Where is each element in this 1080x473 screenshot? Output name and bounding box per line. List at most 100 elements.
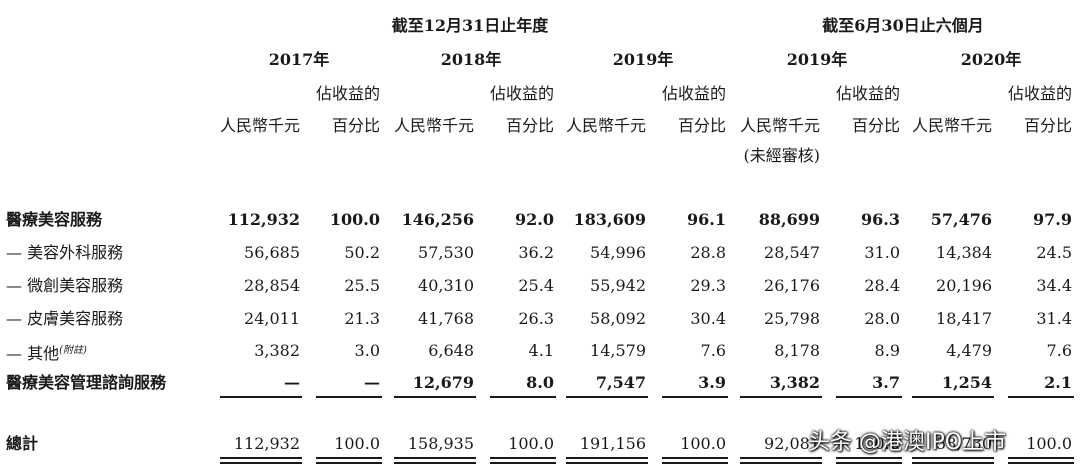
subtotal-underline (740, 396, 822, 398)
cell-value: 7,547 (595, 373, 646, 392)
col-amount-header: 人民幣千元 (565, 116, 646, 135)
subtotal-underline (394, 396, 476, 398)
cell-value: 28,854 (244, 276, 300, 295)
cell-value: 14,579 (590, 341, 646, 360)
total-value: 92,081 (764, 434, 820, 453)
cell-value: 57,476 (930, 210, 992, 229)
subtotal-underline (912, 396, 994, 398)
col-pct-header-line1: 佔收益的 (835, 84, 900, 103)
cell-value: 31.4 (1036, 309, 1072, 328)
cell-value: 36.2 (518, 243, 554, 262)
row-label-minimally-invasive-services: — 微創美容服務 (6, 276, 124, 295)
group-header-six-months: 截至6月30日止六個月 (822, 16, 984, 35)
cell-value: 18,417 (936, 309, 992, 328)
col-pct-header-line1: 佔收益的 (489, 84, 554, 103)
cell-value: 26.3 (518, 309, 554, 328)
col-pct-header-line2: 百分比 (331, 116, 380, 135)
cell-value: 58,092 (590, 309, 646, 328)
cell-value: 183,609 (573, 210, 646, 229)
col-amount-header: 人民幣千元 (911, 116, 992, 135)
row-label-others-text: — 其他 (6, 344, 60, 363)
cell-value: 8.9 (874, 341, 900, 360)
cell-value: 54,996 (590, 243, 646, 262)
total-value: 100.0 (508, 434, 554, 453)
cell-value: 3.0 (354, 341, 380, 360)
watermark: 头条 @港澳IPO上市 (808, 430, 1007, 455)
cell-value: 26,176 (764, 276, 820, 295)
total-value: 100.0 (680, 434, 726, 453)
total-value: 100.0 (854, 434, 900, 453)
cell-value: 3.7 (872, 373, 900, 392)
cell-value: 21.3 (344, 309, 380, 328)
total-double-underline (490, 462, 556, 464)
col-pct-header-line2: 百分比 (1023, 116, 1072, 135)
year-header-2019: 2019年 (612, 50, 674, 69)
cell-value: 28.8 (690, 243, 726, 262)
cell-value: 100.0 (329, 210, 380, 229)
cell-value: 4,479 (946, 341, 992, 360)
total-value: 100.0 (334, 434, 380, 453)
total-double-underline (662, 457, 728, 459)
cell-value: 25,798 (764, 309, 820, 328)
subtotal-underline (662, 396, 728, 398)
cell-value: 97.9 (1033, 210, 1072, 229)
cell-value: 56,685 (244, 243, 300, 262)
cell-value: 7.6 (700, 341, 726, 360)
total-value: 158,935 (407, 434, 474, 453)
total-double-underline (740, 457, 822, 459)
cell-value: 96.3 (861, 210, 900, 229)
total-double-underline (316, 462, 382, 464)
total-double-underline (490, 457, 556, 459)
subtotal-underline (566, 396, 648, 398)
cell-value: 3,382 (254, 341, 300, 360)
total-double-underline (836, 462, 902, 464)
subtotal-underline (316, 396, 382, 398)
col-pct-header-line2: 百分比 (505, 116, 554, 135)
total-value: 191,156 (579, 434, 646, 453)
subtotal-underline (490, 396, 556, 398)
cell-value: 31.0 (864, 243, 900, 262)
col-pct-header-line1: 佔收益的 (315, 84, 380, 103)
col-amount-header: 人民幣千元 (393, 116, 474, 135)
subtotal-underline (220, 396, 302, 398)
unaudited-note: (未經審核) (743, 146, 821, 165)
total-double-underline (1008, 462, 1074, 464)
cell-value: 6,648 (428, 341, 474, 360)
cell-value: 28.4 (864, 276, 900, 295)
cell-value: 14,384 (936, 243, 992, 262)
total-value: 100.0 (1026, 434, 1072, 453)
cell-value: 8.0 (526, 373, 554, 392)
row-label-skin-services: — 皮膚美容服務 (6, 309, 124, 328)
col-pct-header-line1: 佔收益的 (661, 84, 726, 103)
cell-value: 96.1 (687, 210, 726, 229)
cell-value: 3,382 (769, 373, 820, 392)
row-label-medical-aesthetic-services: 醫療美容服務 (6, 210, 103, 229)
total-double-underline (912, 462, 994, 464)
cell-value: 50.2 (344, 243, 380, 262)
col-pct-header-line2: 百分比 (677, 116, 726, 135)
cell-value: 88,699 (758, 210, 820, 229)
cell-value: 2.1 (1044, 373, 1072, 392)
cell-value: 7.6 (1046, 341, 1072, 360)
total-double-underline (316, 457, 382, 459)
total-double-underline (566, 457, 648, 459)
row-label-management-consulting: 醫療美容管理諮詢服務 (6, 373, 167, 392)
col-pct-header-line2: 百分比 (851, 116, 900, 135)
total-double-underline (220, 457, 302, 459)
cell-value-dash: — (364, 373, 380, 392)
cell-value: 28,547 (764, 243, 820, 262)
subtotal-underline (1008, 396, 1074, 398)
cell-value: 34.4 (1036, 276, 1072, 295)
col-pct-header-line1: 佔收益的 (1007, 84, 1072, 103)
col-amount-header: 人民幣千元 (739, 116, 820, 135)
cell-value: 25.5 (344, 276, 380, 295)
total-double-underline (740, 462, 822, 464)
year-header-2017: 2017年 (268, 50, 330, 69)
cell-value: 12,679 (412, 373, 474, 392)
subtotal-underline (836, 396, 902, 398)
cell-value: 8,178 (774, 341, 820, 360)
year-header-2019-h1: 2019年 (786, 50, 848, 69)
total-double-underline (220, 462, 302, 464)
cell-value: 29.3 (690, 276, 726, 295)
total-double-underline (394, 462, 476, 464)
